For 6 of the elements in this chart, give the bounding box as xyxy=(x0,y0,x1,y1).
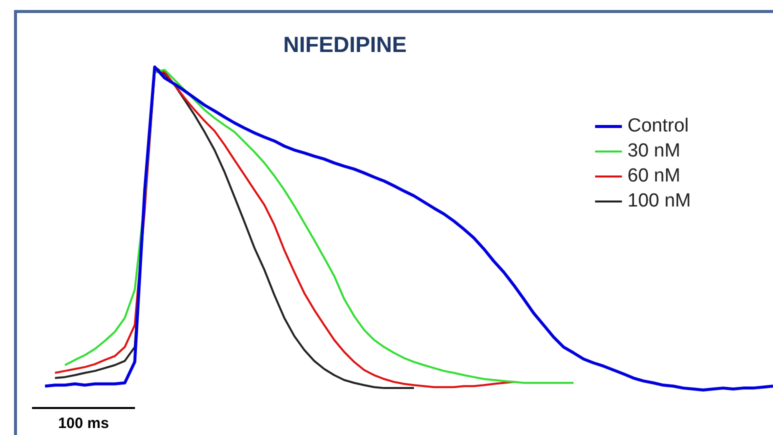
legend-label: 100 nM xyxy=(628,190,691,212)
text: 100 ms xyxy=(57,415,110,432)
legend-label: 60 nM xyxy=(628,166,680,187)
legend-label: 30 nM xyxy=(628,140,680,162)
legend-label: Control xyxy=(628,116,689,137)
chart-title: NIFEDIPINE xyxy=(282,32,408,58)
